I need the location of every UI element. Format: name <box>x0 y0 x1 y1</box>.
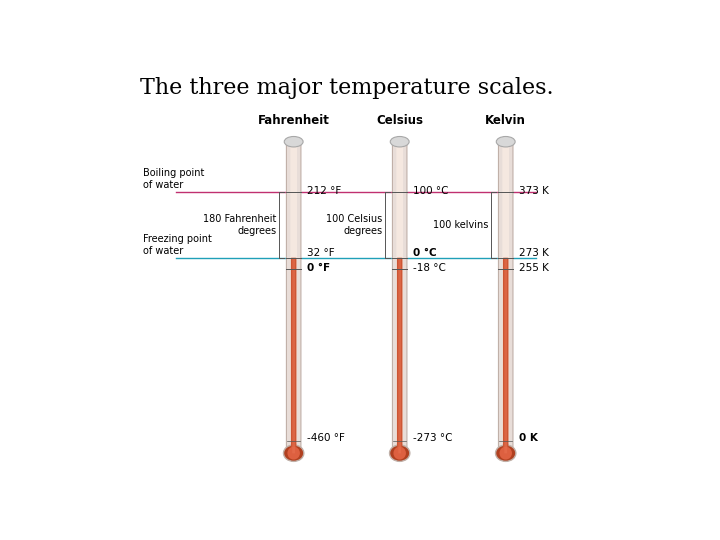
Text: 100 °C: 100 °C <box>413 186 449 196</box>
Ellipse shape <box>390 137 409 147</box>
FancyBboxPatch shape <box>287 140 301 454</box>
Ellipse shape <box>284 445 304 461</box>
Text: 0 °F: 0 °F <box>307 263 330 273</box>
FancyBboxPatch shape <box>498 140 513 454</box>
FancyBboxPatch shape <box>503 258 508 454</box>
Text: 373 K: 373 K <box>519 186 549 196</box>
Text: 32 °F: 32 °F <box>307 248 335 258</box>
Text: 212 °F: 212 °F <box>307 186 341 196</box>
Text: Freezing point
of water: Freezing point of water <box>143 234 212 256</box>
Text: Boiling point
of water: Boiling point of water <box>143 167 204 190</box>
Text: -273 °C: -273 °C <box>413 433 453 443</box>
Text: Celsius: Celsius <box>376 114 423 127</box>
Text: Fahrenheit: Fahrenheit <box>258 114 330 127</box>
Ellipse shape <box>500 447 512 460</box>
FancyBboxPatch shape <box>292 258 295 454</box>
Text: 100 Celsius
degrees: 100 Celsius degrees <box>326 214 382 236</box>
Ellipse shape <box>495 445 516 461</box>
Text: 0 K: 0 K <box>519 433 538 443</box>
FancyBboxPatch shape <box>392 140 407 454</box>
Text: 273 K: 273 K <box>519 248 549 258</box>
Text: 100 kelvins: 100 kelvins <box>433 220 488 230</box>
Ellipse shape <box>496 137 515 147</box>
Text: -18 °C: -18 °C <box>413 263 446 273</box>
Ellipse shape <box>287 447 300 460</box>
FancyBboxPatch shape <box>398 258 401 454</box>
Text: -460 °F: -460 °F <box>307 433 345 443</box>
Text: 0 °C: 0 °C <box>413 248 437 258</box>
FancyBboxPatch shape <box>503 141 509 453</box>
Ellipse shape <box>393 447 406 460</box>
Text: The three major temperature scales.: The three major temperature scales. <box>140 77 554 99</box>
FancyBboxPatch shape <box>504 258 507 454</box>
FancyBboxPatch shape <box>397 258 402 454</box>
FancyBboxPatch shape <box>396 141 403 453</box>
FancyBboxPatch shape <box>291 258 297 454</box>
Text: 255 K: 255 K <box>519 263 549 273</box>
Ellipse shape <box>284 137 303 147</box>
FancyBboxPatch shape <box>290 141 297 453</box>
Text: Kelvin: Kelvin <box>485 114 526 127</box>
Ellipse shape <box>390 445 410 461</box>
Text: 180 Fahrenheit
degrees: 180 Fahrenheit degrees <box>203 214 276 236</box>
